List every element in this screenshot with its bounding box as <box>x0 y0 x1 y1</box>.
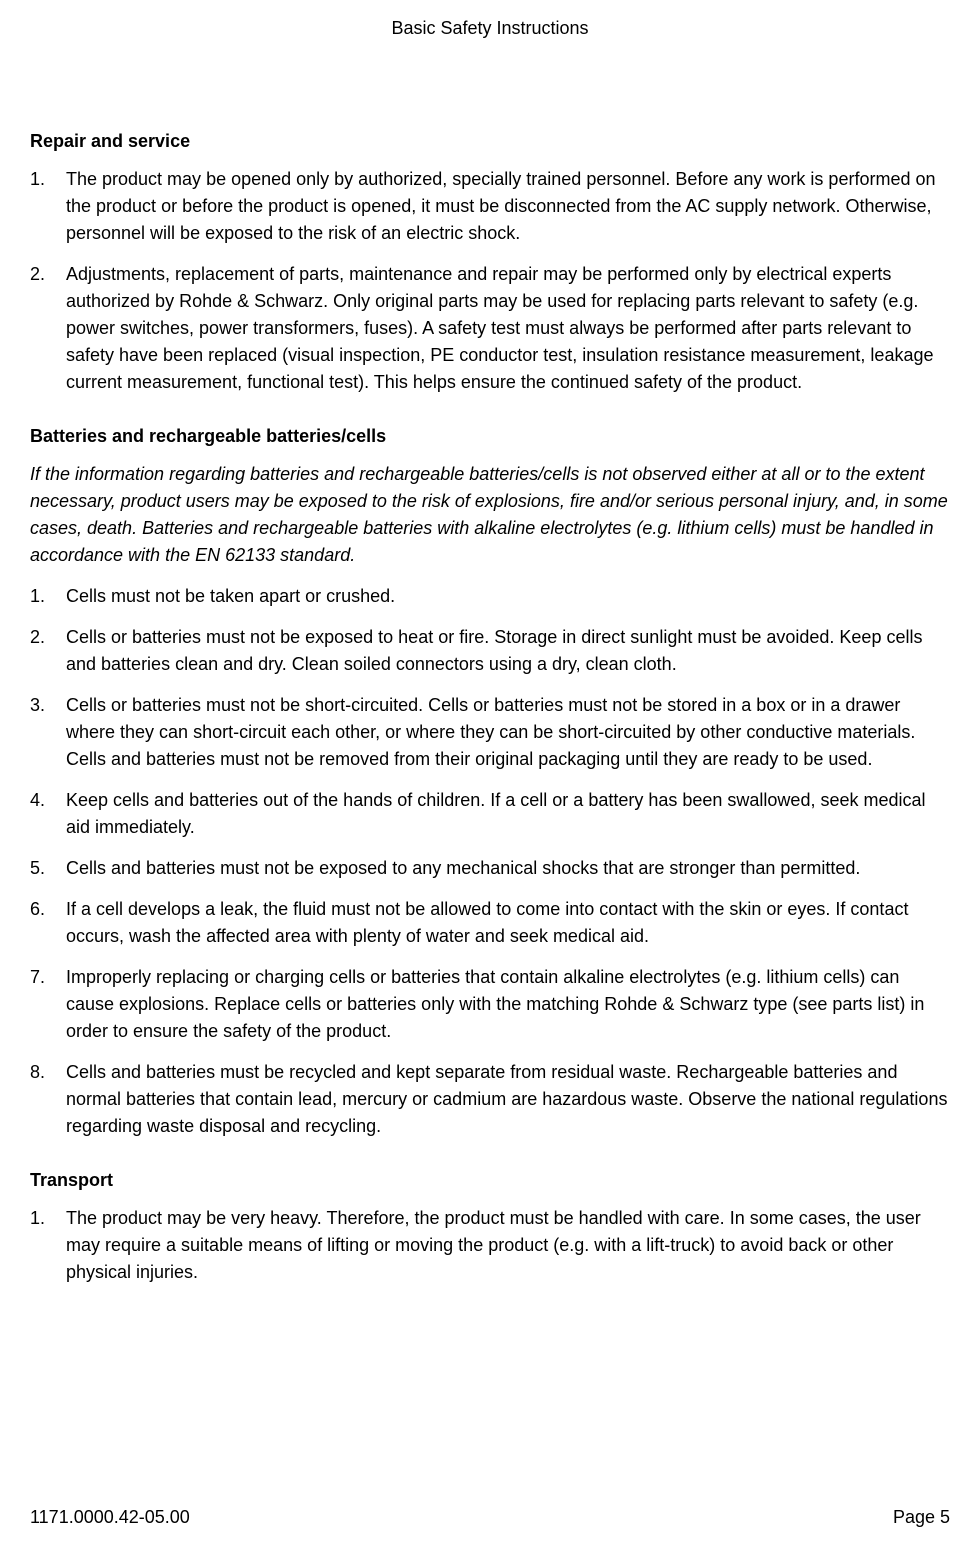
list-item: Cells and batteries must be recycled and… <box>30 1059 950 1140</box>
batteries-list: Cells must not be taken apart or crushed… <box>30 583 950 1140</box>
transport-list: The product may be very heavy. Therefore… <box>30 1205 950 1286</box>
list-item: The product may be opened only by author… <box>30 166 950 247</box>
list-item: Cells or batteries must not be short-cir… <box>30 692 950 773</box>
list-item: Cells and batteries must not be exposed … <box>30 855 950 882</box>
section-heading-transport: Transport <box>30 1170 950 1191</box>
list-item: If a cell develops a leak, the fluid mus… <box>30 896 950 950</box>
list-item: Keep cells and batteries out of the hand… <box>30 787 950 841</box>
list-item: Cells must not be taken apart or crushed… <box>30 583 950 610</box>
section-heading-batteries: Batteries and rechargeable batteries/cel… <box>30 426 950 447</box>
footer-pagenum: Page 5 <box>893 1507 950 1528</box>
batteries-intro: If the information regarding batteries a… <box>30 461 950 569</box>
page-header-title: Basic Safety Instructions <box>30 18 950 39</box>
footer-docnum: 1171.0000.42-05.00 <box>30 1507 190 1528</box>
list-item: The product may be very heavy. Therefore… <box>30 1205 950 1286</box>
list-item: Improperly replacing or charging cells o… <box>30 964 950 1045</box>
list-item: Adjustments, replacement of parts, maint… <box>30 261 950 396</box>
repair-list: The product may be opened only by author… <box>30 166 950 396</box>
section-heading-repair: Repair and service <box>30 131 950 152</box>
page-footer: 1171.0000.42-05.00 Page 5 <box>30 1507 950 1528</box>
list-item: Cells or batteries must not be exposed t… <box>30 624 950 678</box>
